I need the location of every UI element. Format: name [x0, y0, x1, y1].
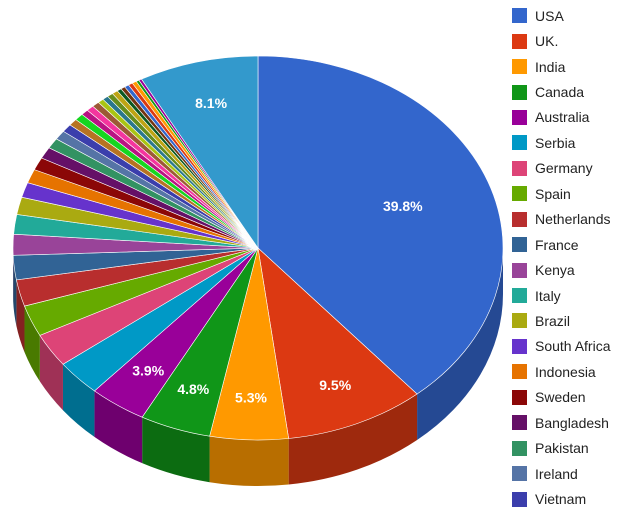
slice-value-label-uk: 9.5%: [319, 377, 351, 393]
legend-item-germany[interactable]: Germany: [512, 156, 640, 181]
legend-item-italy[interactable]: Italy: [512, 283, 640, 308]
legend-label: Canada: [535, 84, 584, 100]
legend-item-sweden[interactable]: Sweden: [512, 385, 640, 410]
legend-swatch: [512, 212, 527, 227]
legend-label: Kenya: [535, 262, 575, 278]
legend-item-usa[interactable]: USA: [512, 3, 640, 28]
legend-label: Pakistan: [535, 440, 589, 456]
legend-item-bangladesh[interactable]: Bangladesh: [512, 410, 640, 435]
legend-swatch: [512, 415, 527, 430]
legend-label: Serbia: [535, 135, 575, 151]
pie-slice-side-2: [210, 436, 289, 486]
legend-item-india[interactable]: India: [512, 54, 640, 79]
legend-swatch: [512, 364, 527, 379]
pie-top-faces: [13, 56, 503, 440]
legend-swatch: [512, 339, 527, 354]
legend-swatch: [512, 85, 527, 100]
legend-label: Spain: [535, 186, 571, 202]
legend-label: Ireland: [535, 466, 578, 482]
legend-swatch: [512, 110, 527, 125]
legend-label: USA: [535, 8, 564, 24]
legend-swatch: [512, 313, 527, 328]
legend-item-uk[interactable]: UK.: [512, 28, 640, 53]
legend-label: Sweden: [535, 389, 586, 405]
slice-value-label-usa: 39.8%: [383, 198, 423, 214]
legend-item-vietnam[interactable]: Vietnam: [512, 486, 640, 511]
legend-swatch: [512, 135, 527, 150]
legend-label: France: [535, 237, 579, 253]
legend-swatch: [512, 186, 527, 201]
legend-swatch: [512, 466, 527, 481]
legend-label: Germany: [535, 160, 593, 176]
legend-label: UK.: [535, 33, 558, 49]
legend-item-indonesia[interactable]: Indonesia: [512, 359, 640, 384]
legend-swatch: [512, 8, 527, 23]
legend-item-south-africa[interactable]: South Africa: [512, 334, 640, 359]
legend-swatch: [512, 441, 527, 456]
slice-value-label-other-36: 8.1%: [195, 95, 227, 111]
legend-label: South Africa: [535, 338, 611, 354]
legend-swatch: [512, 237, 527, 252]
legend-item-serbia[interactable]: Serbia: [512, 130, 640, 155]
legend: USA UK. India Canada Australia Serbia Germany S…: [512, 3, 640, 512]
legend-swatch: [512, 263, 527, 278]
legend-label: Italy: [535, 288, 561, 304]
legend-label: India: [535, 59, 565, 75]
legend-label: Vietnam: [535, 491, 586, 507]
legend-label: Netherlands: [535, 211, 611, 227]
legend-label: Brazil: [535, 313, 570, 329]
legend-item-france[interactable]: France: [512, 232, 640, 257]
legend-item-australia[interactable]: Australia: [512, 105, 640, 130]
legend-swatch: [512, 161, 527, 176]
legend-swatch: [512, 288, 527, 303]
legend-item-ireland[interactable]: Ireland: [512, 461, 640, 486]
legend-label: Bangladesh: [535, 415, 609, 431]
legend-swatch: [512, 492, 527, 507]
legend-item-canada[interactable]: Canada: [512, 79, 640, 104]
legend-swatch: [512, 59, 527, 74]
slice-value-label-india: 5.3%: [235, 390, 267, 406]
legend-item-brazil[interactable]: Brazil: [512, 308, 640, 333]
legend-swatch: [512, 390, 527, 405]
legend-swatch: [512, 34, 527, 49]
slice-value-label-canada: 4.8%: [177, 381, 209, 397]
legend-label: Australia: [535, 109, 589, 125]
legend-item-kenya[interactable]: Kenya: [512, 257, 640, 282]
legend-item-pakistan[interactable]: Pakistan: [512, 435, 640, 460]
slice-value-label-australia: 3.9%: [132, 363, 164, 379]
legend-item-netherlands[interactable]: Netherlands: [512, 207, 640, 232]
legend-label: Indonesia: [535, 364, 596, 380]
legend-item-spain[interactable]: Spain: [512, 181, 640, 206]
